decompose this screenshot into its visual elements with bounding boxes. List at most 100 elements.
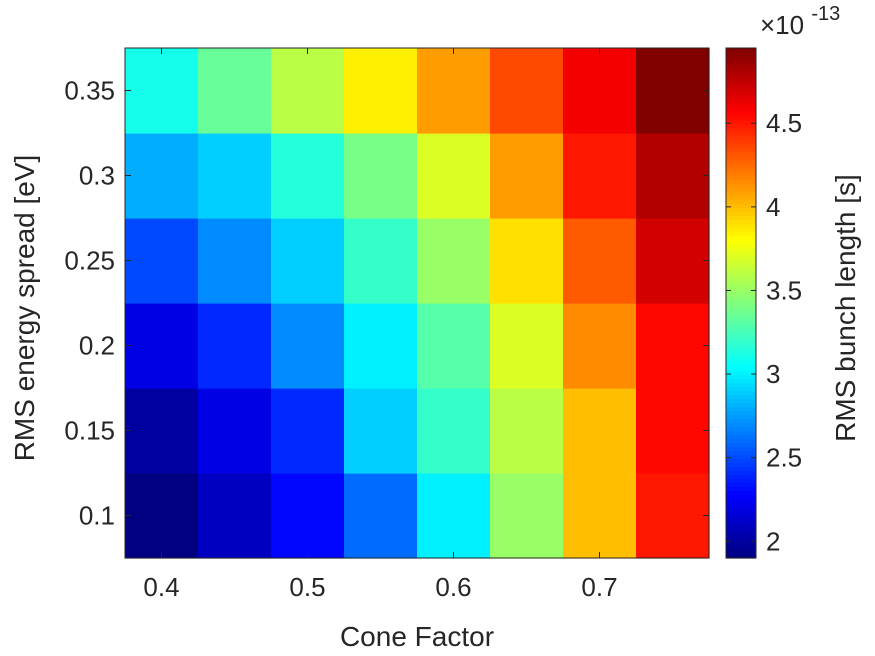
colorbar-strip <box>726 338 756 344</box>
colorbar-tick-label: 3.5 <box>766 275 802 305</box>
colorbar-strip <box>726 494 756 499</box>
heatmap-cell-r0-c2 <box>271 473 345 559</box>
colorbar-strip <box>726 131 756 137</box>
colorbar-strip <box>726 378 756 384</box>
colorbar-strip <box>726 279 756 284</box>
colorbar-strip <box>726 390 756 396</box>
heatmap-cell-r0-c7 <box>636 473 710 559</box>
heatmap-cell-r0-c0 <box>125 473 199 559</box>
colorbar-strip <box>726 291 756 296</box>
colorbar-ticks: 2 2.5 3 3.5 4 4.5 <box>726 108 802 556</box>
colorbar-strip <box>726 263 756 268</box>
colorbar-strip <box>726 366 756 372</box>
colorbar-strip <box>726 163 756 169</box>
heatmap-cell-r1-c6 <box>563 388 637 474</box>
colorbar-tick-label: 2 <box>766 526 780 556</box>
colorbar-strip <box>726 99 756 105</box>
colorbar-gradient <box>726 48 756 559</box>
colorbar-strip <box>726 243 756 248</box>
colorbar-strip <box>726 187 756 193</box>
heatmap-cell-r2-c6 <box>563 303 637 389</box>
colorbar-strip <box>726 318 756 324</box>
colorbar-strip <box>726 83 756 89</box>
colorbar-strip <box>726 155 756 161</box>
colorbar-strip <box>726 271 756 276</box>
colorbar-strip <box>726 79 756 85</box>
colorbar-strip <box>726 115 756 121</box>
colorbar-frame <box>725 47 757 559</box>
heatmap-cell-r2-c0 <box>125 303 199 389</box>
colorbar-strip <box>726 227 756 232</box>
heatmap-cell-r1-c1 <box>198 388 272 474</box>
colorbar-strip <box>726 287 756 292</box>
colorbar-strip <box>726 299 756 304</box>
heatmap-cell-r1-c3 <box>344 388 418 474</box>
colorbar-strip <box>726 119 756 125</box>
colorbar-strip <box>726 374 756 380</box>
heatmap-cell-r5-c1 <box>198 48 272 134</box>
colorbar-strip <box>726 75 756 81</box>
heatmap-cell-r4-c2 <box>271 133 345 219</box>
heatmap-cell-r0-c5 <box>490 473 564 559</box>
colorbar-exponent-power: -13 <box>811 3 840 25</box>
colorbar-strip <box>726 59 756 65</box>
colorbar-strip <box>726 310 756 316</box>
x-tick-label: 0.6 <box>435 572 471 602</box>
colorbar-strip <box>726 394 756 400</box>
colorbar-strip <box>726 71 756 77</box>
colorbar-strip <box>726 382 756 388</box>
heatmap-cell-r3-c4 <box>417 218 491 304</box>
colorbar-strip <box>726 510 756 515</box>
heatmap-cell-r5-c4 <box>417 48 491 134</box>
heatmap-cell-r3-c5 <box>490 218 564 304</box>
colorbar-strip <box>726 239 756 244</box>
heatmap-cell-r5-c5 <box>490 48 564 134</box>
heatmap-cell-r4-c0 <box>125 133 199 219</box>
heatmap-cell-r2-c1 <box>198 303 272 389</box>
colorbar-strip <box>726 514 756 519</box>
colorbar-strip <box>726 322 756 328</box>
heatmap-cell-r4-c4 <box>417 133 491 219</box>
colorbar-strip <box>726 462 756 467</box>
y-axis-ticks: 0.1 0.15 0.2 0.25 0.3 0.35 <box>64 76 709 531</box>
colorbar-strip <box>726 171 756 177</box>
colorbar-strip <box>726 346 756 352</box>
colorbar-strip <box>726 191 756 197</box>
colorbar-strip <box>726 370 756 376</box>
colorbar-strip <box>726 350 756 356</box>
colorbar-strip <box>726 470 756 475</box>
colorbar-strip <box>726 143 756 149</box>
colorbar-strip <box>726 167 756 173</box>
colorbar-strip <box>726 446 756 452</box>
colorbar-strip <box>726 442 756 448</box>
heatmap-cell-r3-c1 <box>198 218 272 304</box>
colorbar-strip <box>726 542 756 547</box>
x-tick-label: 0.5 <box>289 572 325 602</box>
colorbar-strip <box>726 151 756 157</box>
heatmap-cell-r3-c6 <box>563 218 637 304</box>
colorbar-strip <box>726 219 756 224</box>
colorbar-exponent-label: ×10 -13 <box>760 3 840 40</box>
colorbar-strip <box>726 526 756 531</box>
colorbar-strip <box>726 478 756 483</box>
heatmap-cell-r1-c4 <box>417 388 491 474</box>
y-tick-label: 0.3 <box>79 161 115 191</box>
colorbar-strip <box>726 107 756 113</box>
colorbar-strip <box>726 127 756 133</box>
heatmap-cell-r5-c0 <box>125 48 199 134</box>
colorbar-strip <box>726 402 756 408</box>
colorbar-strip <box>726 486 756 491</box>
heatmap-cell-r2-c2 <box>271 303 345 389</box>
colorbar-strip <box>726 386 756 392</box>
heatmap-cell-r0-c3 <box>344 473 418 559</box>
colorbar-strip <box>726 482 756 487</box>
colorbar-strip <box>726 534 756 539</box>
colorbar-strip <box>726 67 756 73</box>
colorbar-strip <box>726 63 756 69</box>
colorbar-strip <box>726 354 756 360</box>
colorbar-strip <box>726 103 756 109</box>
colorbar-strip <box>726 410 756 416</box>
colorbar-strip <box>726 48 756 53</box>
colorbar-strip <box>726 135 756 141</box>
colorbar-strip <box>726 55 756 61</box>
